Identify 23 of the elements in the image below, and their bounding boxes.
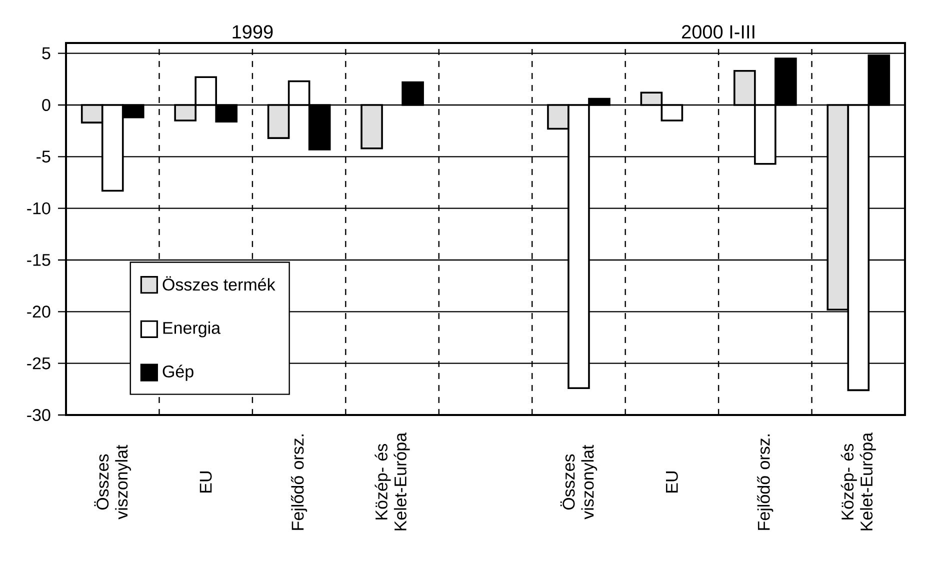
x-tick-label: Közép- és Kelet-Európa	[374, 432, 410, 530]
legend-label: Energia	[163, 321, 221, 338]
y-tick-label: -15	[27, 254, 50, 266]
y-tick-label: 5	[42, 47, 50, 60]
legend-label: Összes termék	[162, 276, 276, 291]
y-tick-label: -20	[27, 306, 50, 318]
y-tick-label: -5	[36, 150, 50, 163]
x-tick-label: Összes viszonylat	[94, 444, 131, 520]
x-tick-label: Fejlődő orsz.	[291, 434, 308, 530]
y-tick-label: -30	[27, 408, 50, 422]
y-tick-label: 0	[42, 98, 50, 112]
x-tick-label: EU	[666, 472, 678, 492]
y-tick-label: -25	[27, 357, 50, 370]
x-tick-label: Közép- és Kelet-Európa	[840, 432, 876, 530]
text: 1999	[232, 25, 273, 39]
bar	[402, 81, 424, 106]
bar	[360, 104, 383, 150]
text: 2000 I-III	[682, 25, 754, 39]
y-tick-label: -10	[27, 202, 50, 214]
x-tick-label: EU	[200, 472, 212, 492]
legend-label: Gép	[162, 364, 194, 381]
x-tick-label: Összes viszonylat	[560, 444, 598, 520]
x-tick-label: Fejlődő orsz.	[757, 434, 774, 530]
